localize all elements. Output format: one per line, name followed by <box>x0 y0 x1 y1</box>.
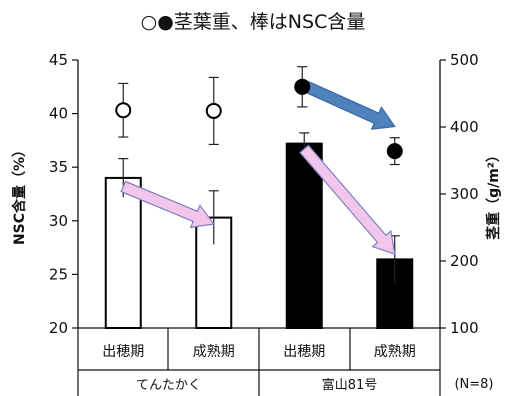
weight-marker-3 <box>386 143 403 160</box>
y-axis-label: NSC含量（%） <box>11 143 28 245</box>
category-label-0: 出穂期 <box>102 344 144 360</box>
y2-tick-label-1: 200 <box>450 252 479 270</box>
chart-marks: 20 25 30 35 40 45 100 200 300 400 500 出穂期 成熟期 出穂期 成熟期て… <box>49 51 479 393</box>
weight-marker-2 <box>294 78 311 95</box>
weight-marker-0 <box>115 102 132 119</box>
y2-tick-label-4: 500 <box>450 51 479 69</box>
weight-marker-1 <box>205 102 222 119</box>
y2-tick-label-2: 300 <box>450 185 479 203</box>
trend-arrow-2 <box>301 79 396 130</box>
category-label-3: 成熟期 <box>374 344 416 360</box>
y-tick-label-2: 30 <box>49 212 68 230</box>
group-label-1: 富山81号 <box>322 377 378 393</box>
trend-arrow-1 <box>299 144 396 255</box>
y2-axis-label: 茎重（g/m²） <box>485 148 502 240</box>
chart-title: ○●茎葉重、棒はNSC含量 <box>141 11 366 33</box>
y-tick-label-0: 20 <box>49 319 68 337</box>
y-tick-label-5: 45 <box>49 51 68 69</box>
trend-arrow-0 <box>120 180 215 229</box>
sample-size-note: (N=8) <box>454 377 493 392</box>
nsc-bar-0 <box>104 176 142 329</box>
y-tick-label-4: 40 <box>49 105 68 123</box>
y-tick-label-1: 25 <box>49 265 68 283</box>
y-tick-label-3: 35 <box>49 158 68 176</box>
y2-tick-label-3: 400 <box>450 118 479 136</box>
category-label-1: 成熟期 <box>193 344 235 360</box>
nsc-bar-2 <box>285 142 323 329</box>
category-label-2: 出穂期 <box>283 344 325 360</box>
group-label-0: てんたかく <box>136 378 201 393</box>
y2-tick-label-0: 100 <box>450 319 479 337</box>
